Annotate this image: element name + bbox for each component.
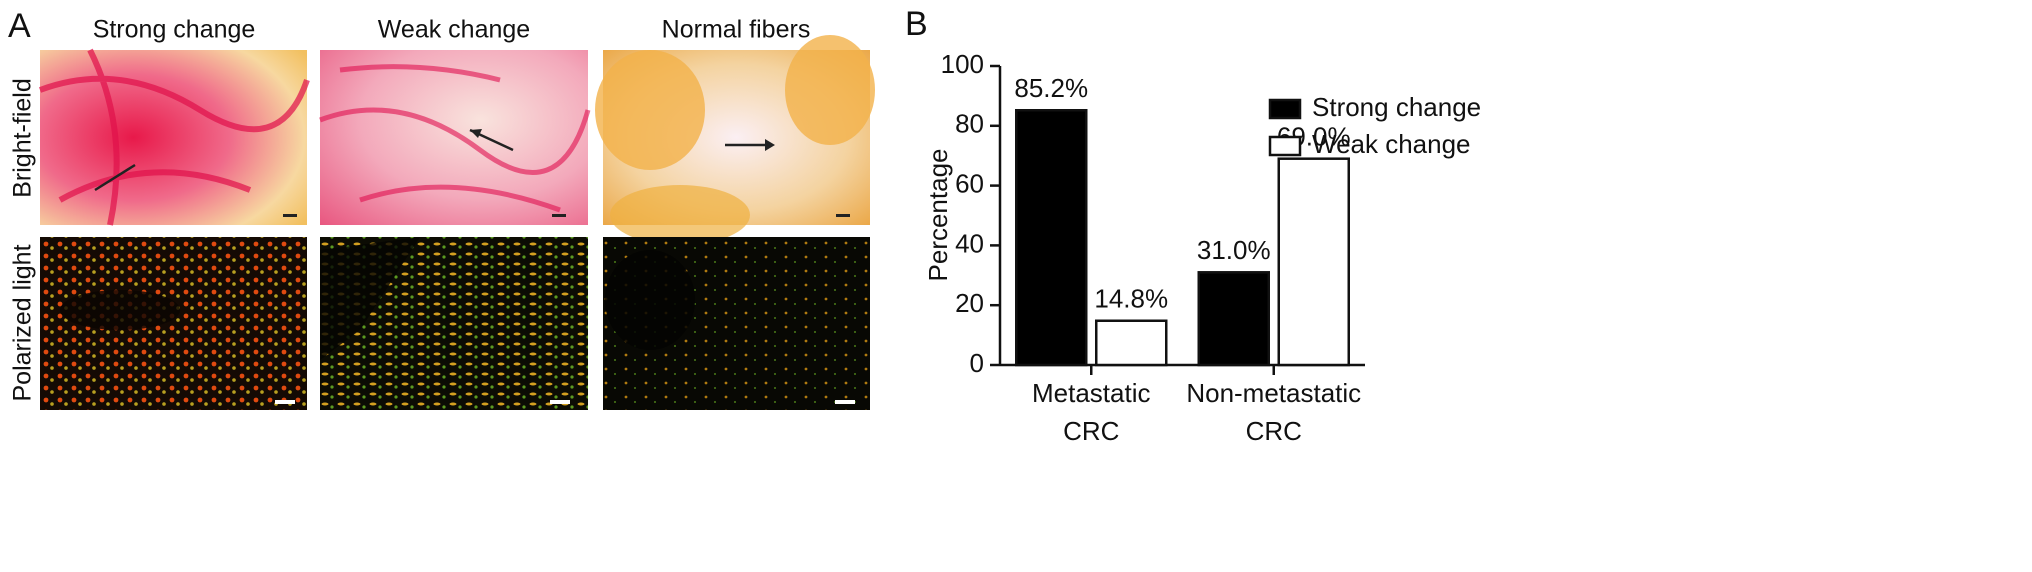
y-tick-label: 40: [955, 228, 984, 258]
y-tick-label: 80: [955, 109, 984, 139]
legend-swatch: [1268, 135, 1302, 157]
legend-swatch: [1268, 98, 1302, 120]
column-header: Weak change: [378, 16, 530, 44]
row-header: Polarized light: [9, 244, 37, 401]
bar: [1197, 271, 1270, 367]
legend-label: Weak change: [1312, 129, 1471, 159]
data-label: 31.0%: [1197, 235, 1271, 265]
micrograph: [319, 50, 591, 225]
plot-area: 0 20 40 60 80 100 Metastatic CRC 85.2% 14.8% Non-m…: [941, 49, 1482, 446]
micrograph: [320, 237, 588, 410]
bar: [1277, 157, 1350, 367]
panel-label: A: [8, 7, 31, 45]
micrograph: [40, 237, 307, 410]
micrograph: [603, 237, 870, 410]
y-tick-label: 0: [970, 348, 984, 378]
panel-label: B: [905, 5, 928, 43]
column-header: Normal fibers: [662, 16, 811, 44]
y-tick-label: 100: [941, 49, 984, 79]
column-header: Strong change: [93, 16, 256, 44]
micrograph: [595, 35, 875, 245]
x-tick-label: Metastatic CRC: [1032, 378, 1151, 446]
row-header: Bright-field: [9, 78, 37, 198]
data-label: 85.2%: [1014, 73, 1088, 103]
micrograph: [38, 48, 310, 226]
y-axis-label: Percentage: [923, 149, 953, 282]
x-tick-label: Non-metastatic CRC: [1186, 378, 1361, 446]
y-tick-label: 60: [955, 168, 984, 198]
legend-label: Strong change: [1312, 92, 1481, 122]
data-label: 14.8%: [1094, 284, 1168, 314]
bar: [1095, 319, 1168, 367]
bar: [1015, 109, 1088, 367]
y-tick-label: 20: [955, 288, 984, 318]
